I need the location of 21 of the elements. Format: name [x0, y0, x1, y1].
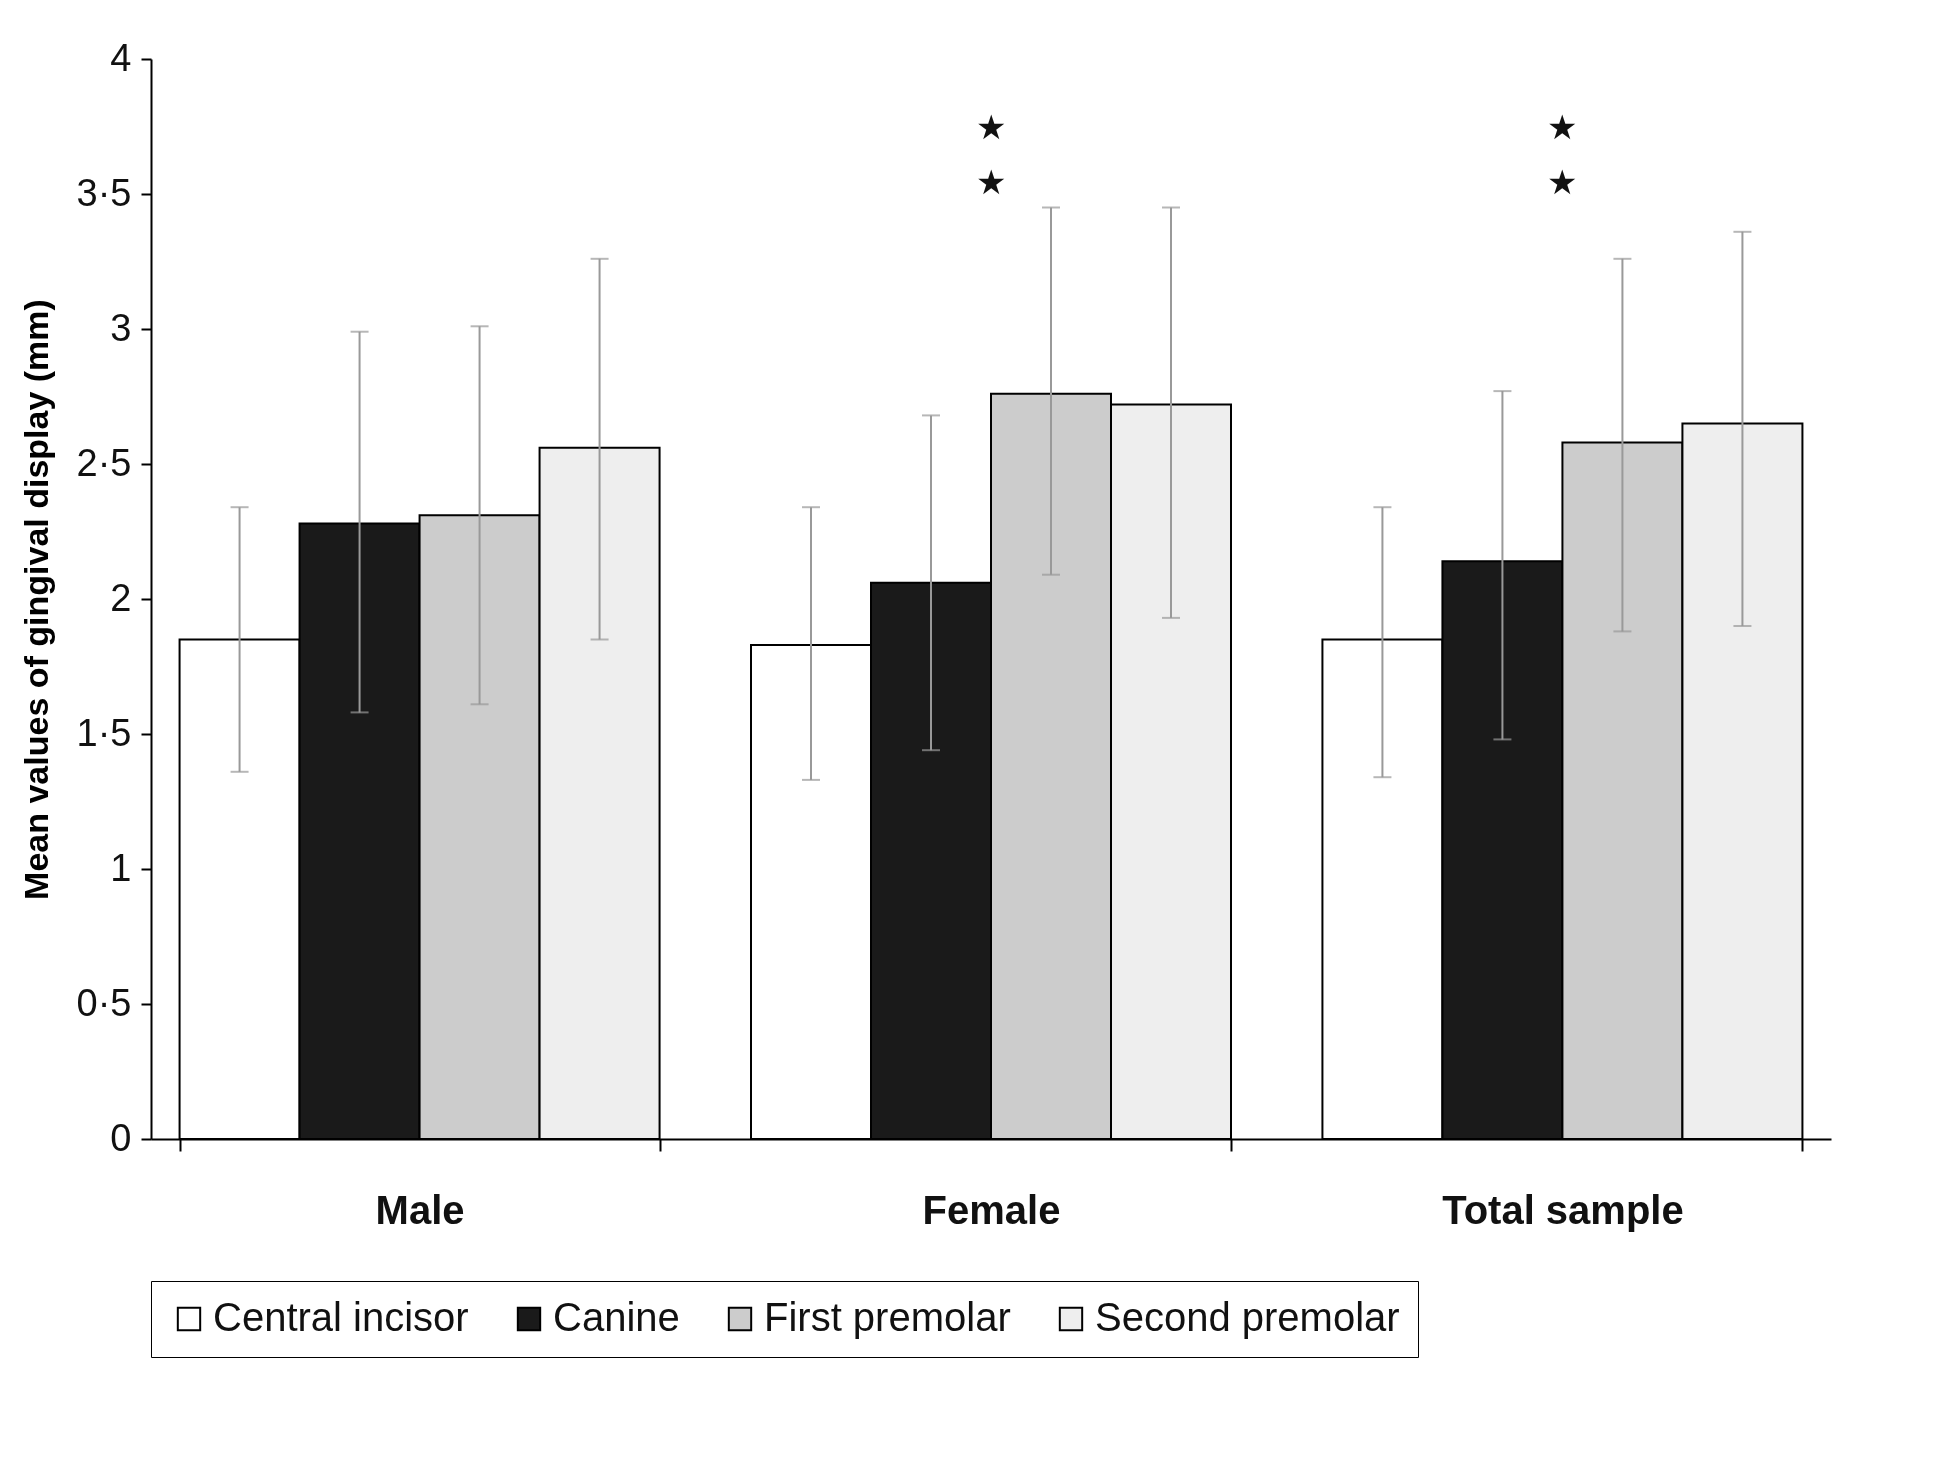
y-tick-label: 1: [110, 846, 132, 889]
y-tick-label: 2: [110, 576, 132, 619]
y-tick-label: 0: [110, 1116, 132, 1159]
y-tick-label: 2·5: [76, 441, 132, 484]
legend-label: Canine: [553, 1295, 680, 1339]
y-tick-label: 0·5: [76, 981, 132, 1024]
y-tick-label: 3: [110, 306, 132, 349]
y-tick-label: 4: [110, 36, 132, 79]
annotation: ★: [1547, 108, 1578, 146]
legend-label: Central incisor: [213, 1295, 469, 1339]
y-tick-label: 1·5: [76, 711, 132, 754]
x-tick-label: Male: [375, 1187, 465, 1232]
y-tick-label: 3·5: [76, 171, 132, 214]
x-tick-label: Female: [922, 1187, 1061, 1232]
annotation: ★: [976, 108, 1006, 146]
legend-label: First premolar: [764, 1295, 1011, 1339]
x-tick-label: Total sample: [1442, 1187, 1684, 1232]
y-axis-title: Mean values of gingival display (mm): [16, 299, 55, 900]
annotation: ★: [976, 163, 1006, 201]
annotation: ★: [1547, 163, 1578, 201]
legend-label: Second premolar: [1095, 1295, 1400, 1339]
